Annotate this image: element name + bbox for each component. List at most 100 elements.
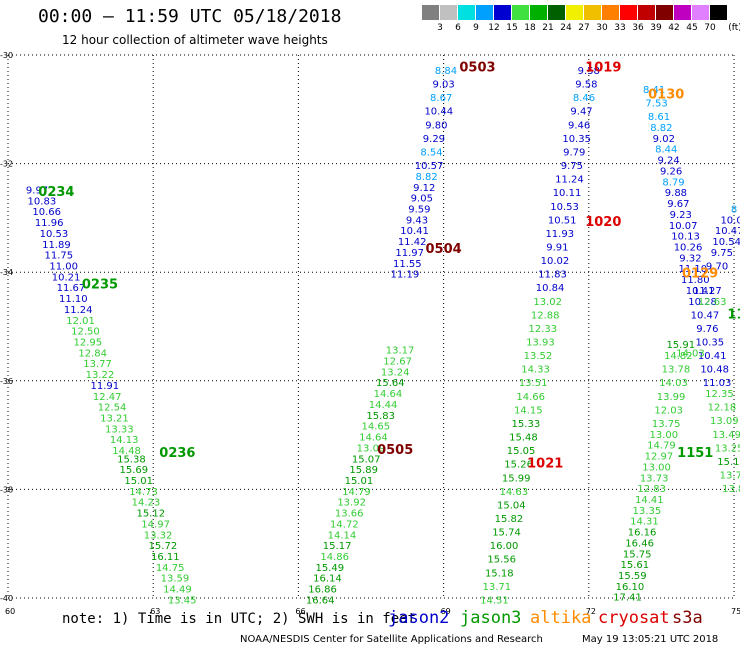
swh-value: 10.83: [28, 196, 57, 207]
legend-label: 6: [455, 23, 461, 33]
swh-value: 9.32: [679, 253, 701, 264]
swh-value: 11.42: [398, 237, 427, 248]
y-tick-label: -32: [0, 160, 13, 169]
swh-value: 13.25: [715, 443, 740, 454]
x-tick-label: 66: [295, 607, 305, 616]
swh-value: 12.03: [654, 405, 683, 416]
legend-label: 36: [632, 23, 644, 33]
swh-value: 13.32: [144, 530, 173, 541]
swh-value: 12.67: [383, 357, 412, 368]
swh-value: 15.49: [316, 563, 345, 574]
swh-value: 10.53: [550, 202, 579, 213]
swh-value: 13.73: [720, 471, 740, 482]
legend-label: 21: [542, 23, 554, 33]
swh-value: 11.96: [35, 218, 64, 229]
swh-value: 8.67: [430, 93, 452, 104]
swh-value: 15.82: [495, 514, 524, 525]
swh-value: 14.79: [647, 441, 676, 452]
swh-value: 10.57: [415, 161, 444, 172]
swh-value: 13.00: [642, 462, 671, 473]
swh-value: 15.18: [485, 568, 514, 579]
swh-value: 11.75: [44, 251, 73, 262]
swh-value: 10.0: [720, 215, 740, 226]
swh-value: 11.10: [59, 294, 88, 305]
swh-value: 9.97: [26, 185, 48, 196]
swh-value: 13.00: [649, 430, 678, 441]
swh-value: 11.03: [703, 378, 732, 389]
y-tick-label: -38: [0, 485, 13, 494]
swh-value: 14.51: [480, 595, 509, 606]
swh-value: 13.09: [357, 443, 386, 454]
swh-value: 15.07: [352, 454, 381, 465]
legend-swatch: [674, 5, 692, 20]
swh-value: 15.26: [504, 460, 533, 471]
legend-unit: (ft): [728, 23, 740, 33]
swh-value: 15.33: [512, 419, 541, 430]
swh-value: 9.03: [432, 80, 454, 91]
swh-value: 14.33: [521, 365, 550, 376]
swh-value: 13.35: [633, 506, 662, 517]
swh-value: 9.80: [425, 120, 447, 131]
swh-value: 10.13: [671, 232, 700, 243]
swh-value: 9.24: [658, 156, 680, 167]
swh-value: 9.67: [667, 199, 689, 210]
swh-value: 14.23: [132, 498, 161, 509]
swh-value: 10.21: [52, 272, 81, 283]
swh-value: 8.54: [420, 147, 442, 158]
legend-swatch: [530, 5, 548, 20]
swh-value: 10.35: [695, 338, 724, 349]
swh-value: 12.83: [637, 484, 666, 495]
swh-value: 10.47: [691, 310, 720, 321]
swh-value: 13.21: [100, 414, 129, 425]
swh-value: 13.49: [712, 430, 740, 441]
swh-value: 13.92: [337, 498, 366, 509]
x-tick-label: 63: [150, 607, 160, 616]
swh-value: 8.82: [650, 123, 672, 134]
swh-value: 9.26: [660, 166, 682, 177]
swh-value: 14.14: [328, 530, 357, 541]
legend-label: 39: [650, 23, 662, 33]
swh-value: 13.45: [168, 595, 197, 606]
pass-time-label: 0235: [82, 277, 118, 292]
swh-value: 15.75: [623, 549, 652, 560]
swh-value: 14.66: [516, 392, 545, 403]
swh-value: 11.93: [545, 229, 574, 240]
swh-value: 13.33: [105, 424, 134, 435]
chart-subtitle: 12 hour collection of altimeter wave hei…: [62, 33, 328, 47]
pass-time-label: 1020: [585, 215, 621, 230]
swh-value: 9.58: [578, 66, 600, 77]
pass-time-label: 1151: [677, 446, 713, 461]
swh-value: 8.44: [655, 145, 677, 156]
legend-label: 18: [524, 23, 536, 33]
swh-value: 13.66: [335, 509, 364, 520]
y-tick-label: -30: [0, 51, 13, 60]
swh-value: 7.53: [645, 99, 667, 110]
y-tick-label: -36: [0, 377, 13, 386]
swh-value: 14.64: [374, 389, 403, 400]
swh-value: 15.04: [497, 500, 526, 511]
legend-swatch: [548, 5, 566, 20]
legend-jason2: jason2: [388, 608, 450, 628]
swh-value: 11.10: [679, 264, 708, 275]
swh-value: 9.43: [406, 215, 428, 226]
swh-value: 13.78: [662, 365, 691, 376]
swh-value: 14.15: [514, 405, 543, 416]
pass-time-label: 1019: [585, 60, 621, 75]
swh-value: 13.52: [524, 351, 553, 362]
swh-value: 10.48: [700, 365, 729, 376]
legend-altika: altika: [530, 608, 592, 628]
swh-value: 15.18: [717, 457, 740, 468]
swh-value: 16.46: [625, 538, 654, 549]
pass-time-label: 0129: [682, 267, 718, 282]
swh-value: 14.86: [320, 552, 349, 563]
swh-value: 9.88: [665, 188, 687, 199]
swh-value: 14.75: [156, 563, 185, 574]
swh-value: 8: [731, 204, 737, 215]
swh-value: 9.75: [561, 161, 583, 172]
swh-value: 9.91: [546, 242, 568, 253]
legend-jason3: jason3: [460, 608, 522, 628]
swh-value: 14.72: [330, 519, 359, 530]
swh-value: 11.89: [42, 240, 71, 251]
swh-value: 14.03: [659, 378, 688, 389]
swh-value: 10.11: [553, 188, 582, 199]
